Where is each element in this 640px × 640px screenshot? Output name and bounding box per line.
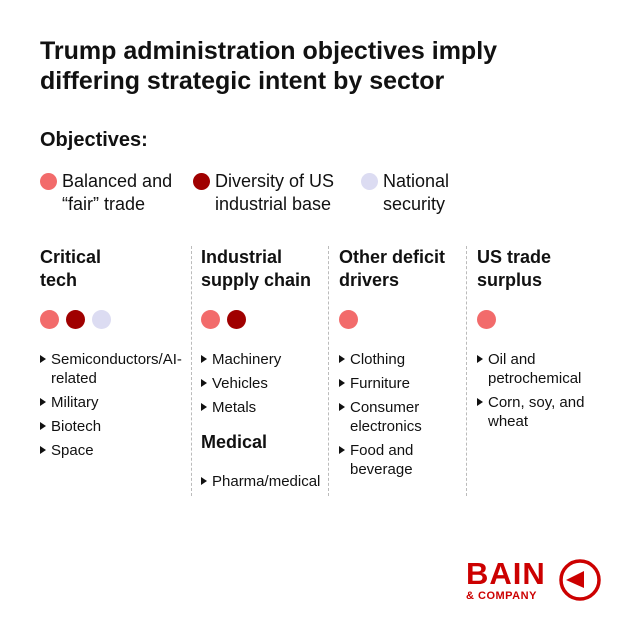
objective-dots bbox=[477, 310, 602, 330]
column: US trade surplus Oil and petrochemical Cor… bbox=[477, 246, 602, 436]
section-title: Medical bbox=[201, 432, 268, 452]
logo-icon bbox=[559, 559, 601, 601]
section: US trade surplus Oil and petrochemical Cor… bbox=[477, 246, 602, 431]
objective-dot bbox=[40, 310, 59, 329]
legend-item: Diversity of US industrial base bbox=[193, 170, 355, 216]
column: Industrial supply chain Machinery Vehicles… bbox=[201, 246, 326, 496]
title: Trump administration objectives imply di… bbox=[40, 37, 498, 95]
item: Food and beverage bbox=[339, 441, 445, 479]
objective-dots bbox=[339, 310, 464, 330]
item: Biotech bbox=[40, 417, 186, 436]
item: Space bbox=[40, 441, 186, 460]
legend-item: National security bbox=[361, 170, 463, 216]
item: Corn, soy, and wheat bbox=[477, 393, 603, 431]
section: Critical tech Semiconductors/AI-related Mi… bbox=[40, 246, 185, 460]
legend-dot bbox=[193, 173, 210, 190]
logo: BAIN & COMPANY bbox=[466, 556, 546, 603]
section-title: Critical tech bbox=[40, 247, 102, 290]
item: Consumer electronics bbox=[339, 398, 445, 436]
column: Critical tech Semiconductors/AI-related Mi… bbox=[40, 246, 185, 465]
separator bbox=[191, 246, 192, 496]
legend-dot bbox=[40, 173, 57, 190]
item: Semiconductors/AI-related bbox=[40, 350, 186, 388]
objective-dots bbox=[40, 310, 185, 330]
objective-dot bbox=[92, 310, 111, 329]
item: Machinery bbox=[201, 350, 327, 369]
separator bbox=[466, 246, 467, 496]
objective-dot bbox=[201, 310, 220, 329]
objective-dot bbox=[227, 310, 246, 329]
legend-dot bbox=[361, 173, 378, 190]
section-title: Industrial supply chain bbox=[201, 247, 312, 290]
column: Other deficit drivers Clothing Furniture Co… bbox=[339, 246, 464, 484]
logo-name: BAIN bbox=[466, 556, 546, 591]
section: Other deficit drivers Clothing Furniture Co… bbox=[339, 246, 464, 479]
legend: Balanced and “fair” trade Diversity of US… bbox=[40, 170, 469, 216]
legend-label: National security bbox=[383, 171, 450, 214]
legend-label: Balanced and “fair” trade bbox=[62, 171, 173, 214]
legend-title: Objectives: bbox=[40, 129, 148, 151]
item: Oil and petrochemical bbox=[477, 350, 603, 388]
item: Clothing bbox=[339, 350, 445, 369]
objective-dot bbox=[66, 310, 85, 329]
logo-sub: & COMPANY bbox=[466, 590, 537, 602]
section: Industrial supply chain Machinery Vehicles… bbox=[201, 246, 326, 417]
item: Pharma/medical bbox=[201, 472, 327, 491]
section-title: US trade surplus bbox=[477, 247, 552, 290]
objective-dot bbox=[477, 310, 496, 329]
objective-dots bbox=[201, 310, 326, 330]
legend-item: Balanced and “fair” trade bbox=[40, 170, 187, 216]
objective-dot bbox=[339, 310, 358, 329]
item: Metals bbox=[201, 398, 327, 417]
section: Medical Pharma/medical bbox=[201, 431, 326, 491]
legend-label: Diversity of US industrial base bbox=[215, 171, 335, 214]
item: Vehicles bbox=[201, 374, 327, 393]
item: Furniture bbox=[339, 374, 445, 393]
section-title: Other deficit drivers bbox=[339, 247, 446, 290]
separator bbox=[328, 246, 329, 496]
item: Military bbox=[40, 393, 186, 412]
